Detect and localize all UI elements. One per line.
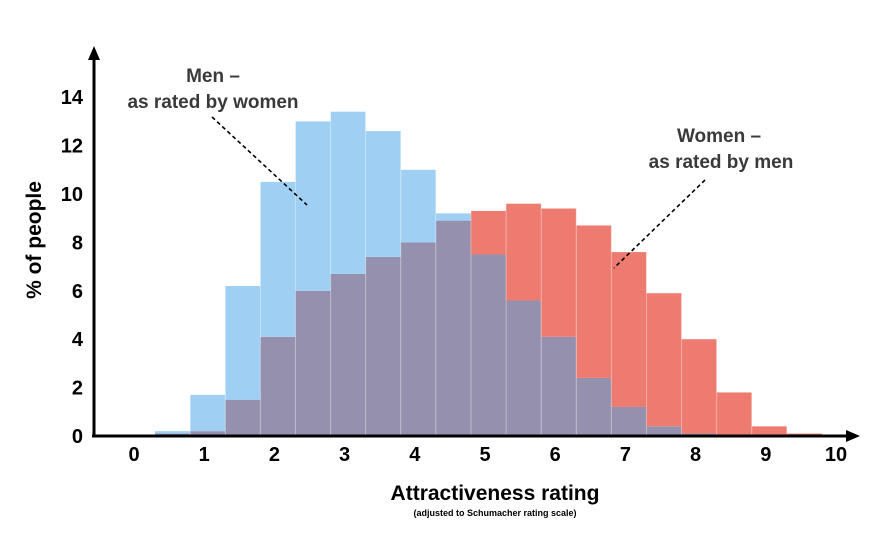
overlap-bar: [541, 336, 577, 436]
y-tick-label: 2: [72, 378, 83, 400]
x-tick-label: 1: [199, 444, 210, 466]
y-axis-arrow: [88, 46, 100, 60]
women-bar: [646, 293, 682, 427]
x-axis-subtitle: (adjusted to Schumacher rating scale): [413, 508, 576, 518]
annotation-women-pointer: [613, 179, 706, 269]
annotation-men-line1: Men –: [186, 66, 240, 87]
annotation-women: Women – as rated by men: [613, 126, 794, 269]
men-bar: [330, 111, 366, 274]
x-tick-label: 8: [690, 444, 701, 466]
annotation-men-pointer: [211, 116, 308, 206]
annotation-women-line2: as rated by men: [649, 152, 794, 173]
men-bar: [225, 285, 261, 400]
men-bar: [295, 121, 331, 291]
y-tick-label: 6: [72, 281, 83, 303]
women-bar: [506, 203, 542, 301]
women-bar: [716, 392, 752, 436]
x-axis-title: Attractiveness rating: [391, 482, 600, 505]
women-bar: [541, 208, 577, 337]
overlap-bar: [225, 399, 261, 436]
overlap-bar: [576, 377, 612, 436]
overlap-bar: [365, 256, 401, 436]
annotation-women-line1: Women –: [677, 126, 761, 147]
overlap-bar: [646, 426, 682, 436]
x-tick-label: 2: [269, 444, 280, 466]
x-tick-label: 10: [825, 444, 847, 466]
men-bar: [190, 394, 226, 432]
annotation-men: Men – as rated by women: [127, 66, 308, 206]
x-tick-label: 4: [409, 444, 421, 466]
x-tick-label: 3: [339, 444, 350, 466]
overlap-bar: [470, 254, 507, 436]
men-bar: [260, 181, 296, 337]
y-tick-label: 10: [61, 184, 83, 206]
y-tick-label: 4: [72, 329, 84, 351]
overlap-bar: [330, 273, 366, 436]
bars-layer: [155, 111, 822, 436]
annotation-men-line2: as rated by women: [127, 92, 298, 113]
overlap-bar: [506, 300, 542, 436]
women-bar: [751, 426, 787, 436]
x-tick-labels: 0 1 2 3 4 5 6 7 8 9 10: [128, 444, 847, 466]
y-tick-label: 14: [61, 87, 84, 109]
x-axis-arrow: [846, 430, 860, 442]
overlap-bar: [190, 431, 226, 436]
x-tick-label: 0: [128, 444, 139, 466]
overlap-bar: [611, 406, 647, 436]
y-axis-title: % of people: [23, 181, 46, 299]
x-tick-label: 7: [620, 444, 631, 466]
y-tick-label: 12: [61, 136, 83, 158]
y-tick-label: 0: [72, 426, 83, 448]
men-bar: [400, 169, 436, 243]
men-bar: [155, 431, 191, 434]
women-bar: [576, 225, 612, 378]
overlap-bar: [295, 290, 331, 436]
women-bar: [470, 210, 507, 255]
men-bar: [435, 213, 471, 221]
men-bar: [365, 131, 401, 257]
x-tick-label: 5: [479, 444, 490, 466]
overlap-bar: [435, 220, 471, 436]
women-bar: [681, 339, 717, 434]
y-tick-labels: 0 2 4 6 8 10 12 14: [61, 87, 84, 448]
overlap-bar: [260, 336, 296, 436]
x-tick-label: 6: [550, 444, 561, 466]
overlap-bar: [400, 242, 436, 436]
y-tick-label: 8: [72, 232, 83, 254]
women-bar: [611, 252, 647, 407]
x-tick-label: 9: [760, 444, 771, 466]
